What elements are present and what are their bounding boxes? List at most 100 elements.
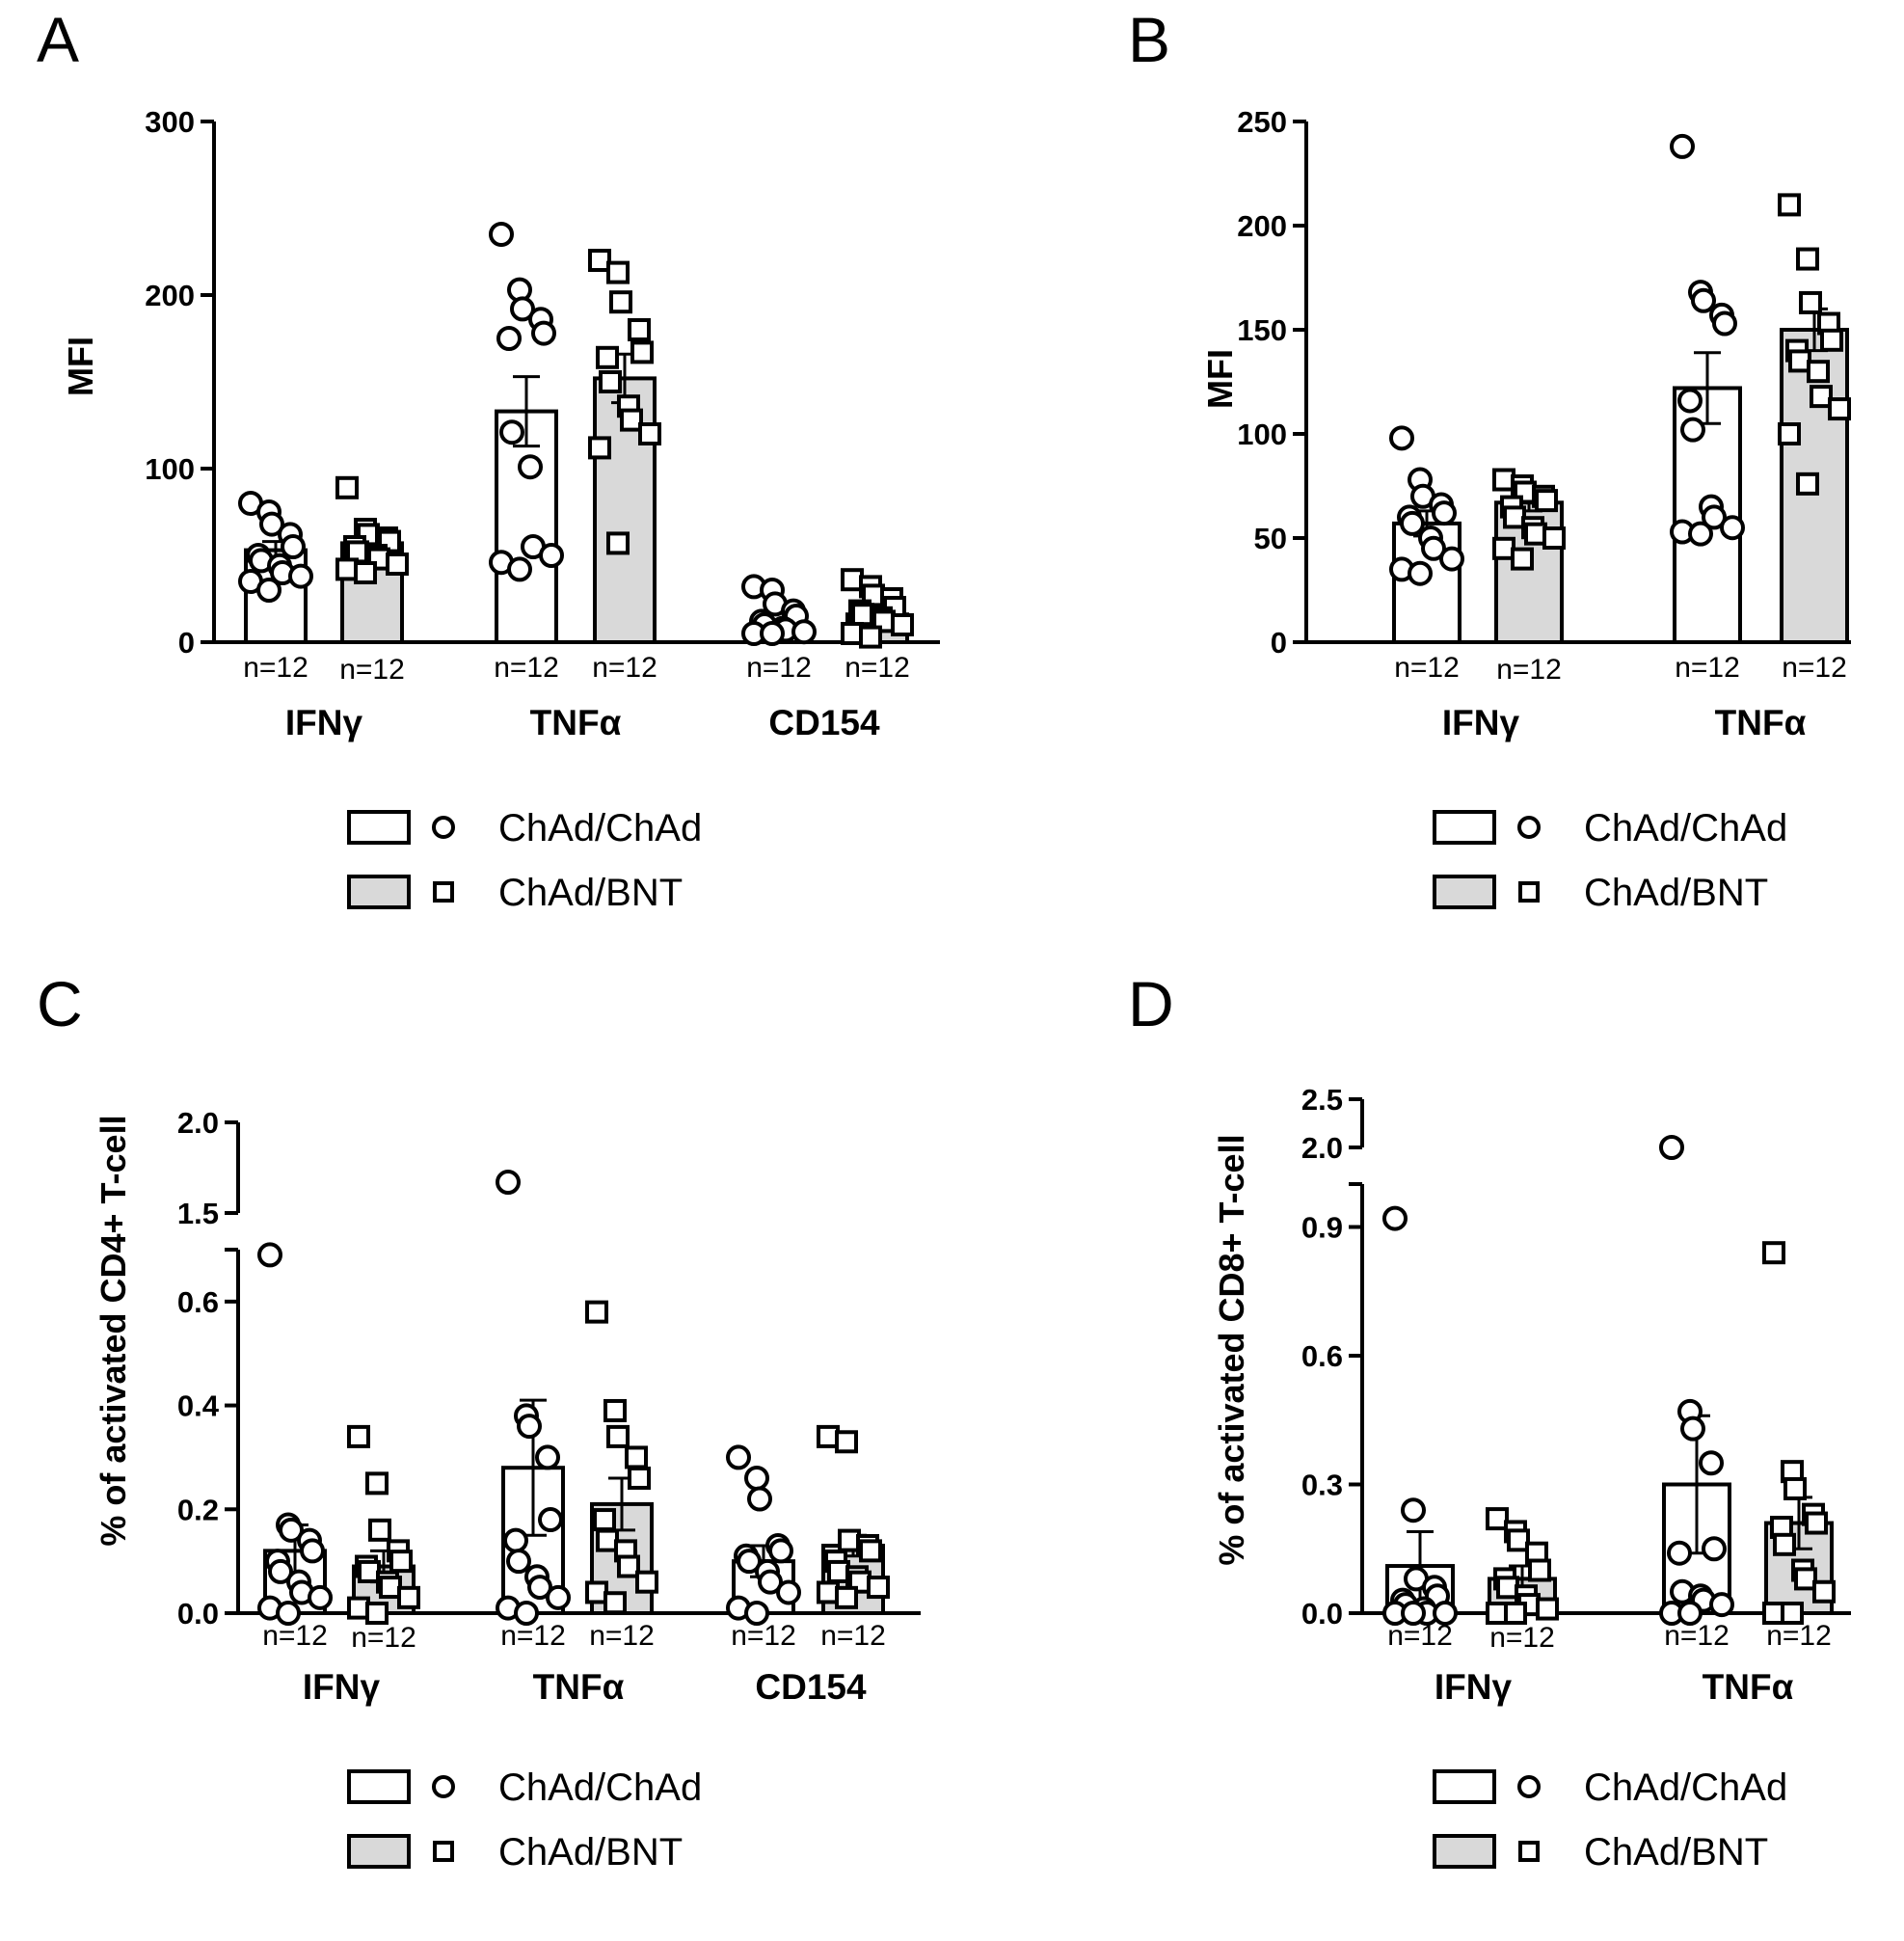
data-point-circle <box>276 1601 301 1626</box>
n-label: n=12 <box>589 1620 655 1652</box>
data-point-square <box>1805 1511 1828 1535</box>
n-label: n=12 <box>1394 652 1460 684</box>
data-point-square <box>1794 1567 1817 1591</box>
n-label: n=12 <box>1496 654 1562 686</box>
n-label: n=12 <box>1782 652 1847 684</box>
n-label: n=12 <box>339 654 405 686</box>
data-point-square <box>1778 193 1801 217</box>
category-label: IFNγ <box>1435 1667 1513 1707</box>
y-tick-label: 0.0 <box>177 1597 219 1631</box>
panel-letter: C <box>37 968 83 1039</box>
data-point-square <box>1799 290 1822 314</box>
n-label: n=12 <box>845 652 910 684</box>
n-label: n=12 <box>1489 1622 1555 1654</box>
y-axis-label: MFI <box>1200 349 1240 409</box>
data-point-circle <box>1680 1415 1705 1442</box>
legend-label: ChAd/ChAd <box>498 1766 702 1809</box>
legend-marker-circle <box>432 816 455 839</box>
n-label: n=12 <box>500 1620 566 1652</box>
data-point-square <box>1486 1507 1509 1531</box>
legend-label: ChAd/BNT <box>498 872 683 914</box>
bar <box>495 409 558 644</box>
data-point-circle <box>1389 425 1414 451</box>
legend-marker-square <box>433 1841 454 1862</box>
data-point-square <box>347 1424 370 1448</box>
n-label: n=12 <box>746 652 812 684</box>
y-tick-label: 0.6 <box>177 1285 219 1319</box>
n-label: n=12 <box>731 1620 796 1652</box>
data-point-circle <box>1432 500 1457 526</box>
n-label: n=12 <box>1664 1620 1730 1652</box>
y-tick-label: 150 <box>1237 313 1287 347</box>
data-point-square <box>386 553 409 576</box>
data-point-square <box>859 1539 882 1563</box>
y-tick-label: 0.0 <box>1301 1597 1343 1631</box>
data-point-circle <box>1702 504 1727 530</box>
legend-swatch <box>1433 810 1496 845</box>
data-point-circle <box>257 1242 282 1268</box>
data-point-circle <box>744 1601 769 1626</box>
data-point-circle <box>535 1444 560 1470</box>
data-point-circle <box>1400 510 1425 536</box>
data-point-square <box>1781 1602 1804 1625</box>
data-point-square <box>1828 397 1851 421</box>
data-point-circle <box>259 511 284 537</box>
legend-label: ChAd/BNT <box>1584 1831 1768 1874</box>
data-point-circle <box>1709 1592 1734 1618</box>
data-point-square <box>867 1576 890 1600</box>
data-point-circle <box>256 578 282 603</box>
y-axis-label: % of activated CD8+ T-cell <box>1212 1134 1251 1565</box>
data-point-circle <box>1439 546 1464 572</box>
legend-label: ChAd/ChAd <box>498 807 702 849</box>
data-point-square <box>365 1471 389 1496</box>
data-point-circle <box>496 1170 521 1196</box>
data-point-circle <box>1680 417 1705 443</box>
panel-letter: A <box>37 4 79 75</box>
panel-b: B 0 50 100 150 200 250 MFI n=12 n=12 IFNγ n=12 n=12 T… <box>1128 4 1851 914</box>
category-label: IFNγ <box>1442 703 1520 742</box>
n-label: n=12 <box>1387 1620 1453 1652</box>
data-point-square <box>1504 1602 1527 1625</box>
data-point-square <box>335 475 359 499</box>
category-label: IFNγ <box>303 1667 381 1707</box>
data-point-circle <box>1401 1497 1426 1523</box>
data-point-circle <box>1670 133 1695 159</box>
data-point-circle <box>1421 535 1446 561</box>
data-point-square <box>1511 547 1534 571</box>
data-point-square <box>1807 360 1830 384</box>
data-point-circle <box>1433 1601 1458 1626</box>
legend-marker-circle <box>1517 1775 1541 1798</box>
n-label: n=12 <box>592 652 657 684</box>
data-point-circle <box>1408 560 1433 586</box>
legend-swatch <box>347 1834 411 1869</box>
y-tick-label: 100 <box>1237 418 1287 451</box>
category-label: CD154 <box>755 1667 867 1707</box>
legend-label: ChAd/BNT <box>498 1831 683 1874</box>
n-label: n=12 <box>1675 652 1740 684</box>
data-point-circle <box>1677 388 1703 414</box>
data-point-square <box>1528 1558 1551 1582</box>
data-point-circle <box>517 1414 542 1440</box>
data-point-square <box>588 436 611 460</box>
data-point-square <box>354 561 377 584</box>
y-tick-label: 200 <box>145 279 195 312</box>
data-point-square <box>585 1300 608 1324</box>
data-point-square <box>365 1602 389 1625</box>
data-point-square <box>588 249 611 272</box>
y-tick-label: 1.5 <box>177 1197 219 1230</box>
data-point-circle <box>776 1579 801 1605</box>
data-point-circle <box>747 1486 772 1512</box>
data-point-square <box>1762 1241 1785 1265</box>
data-point-circle <box>499 419 524 445</box>
data-point-square <box>1773 1532 1796 1556</box>
data-point-square <box>1542 526 1566 550</box>
data-point-circle <box>1691 287 1716 313</box>
y-tick-label: 300 <box>145 105 195 139</box>
category-label: TNFα <box>533 1667 625 1707</box>
data-point-square <box>603 1398 627 1422</box>
category-label: TNFα <box>1703 1667 1794 1707</box>
data-point-square <box>606 260 630 284</box>
category-label: TNFα <box>1715 703 1807 742</box>
data-point-circle <box>518 454 543 480</box>
data-point-circle <box>308 1584 333 1610</box>
